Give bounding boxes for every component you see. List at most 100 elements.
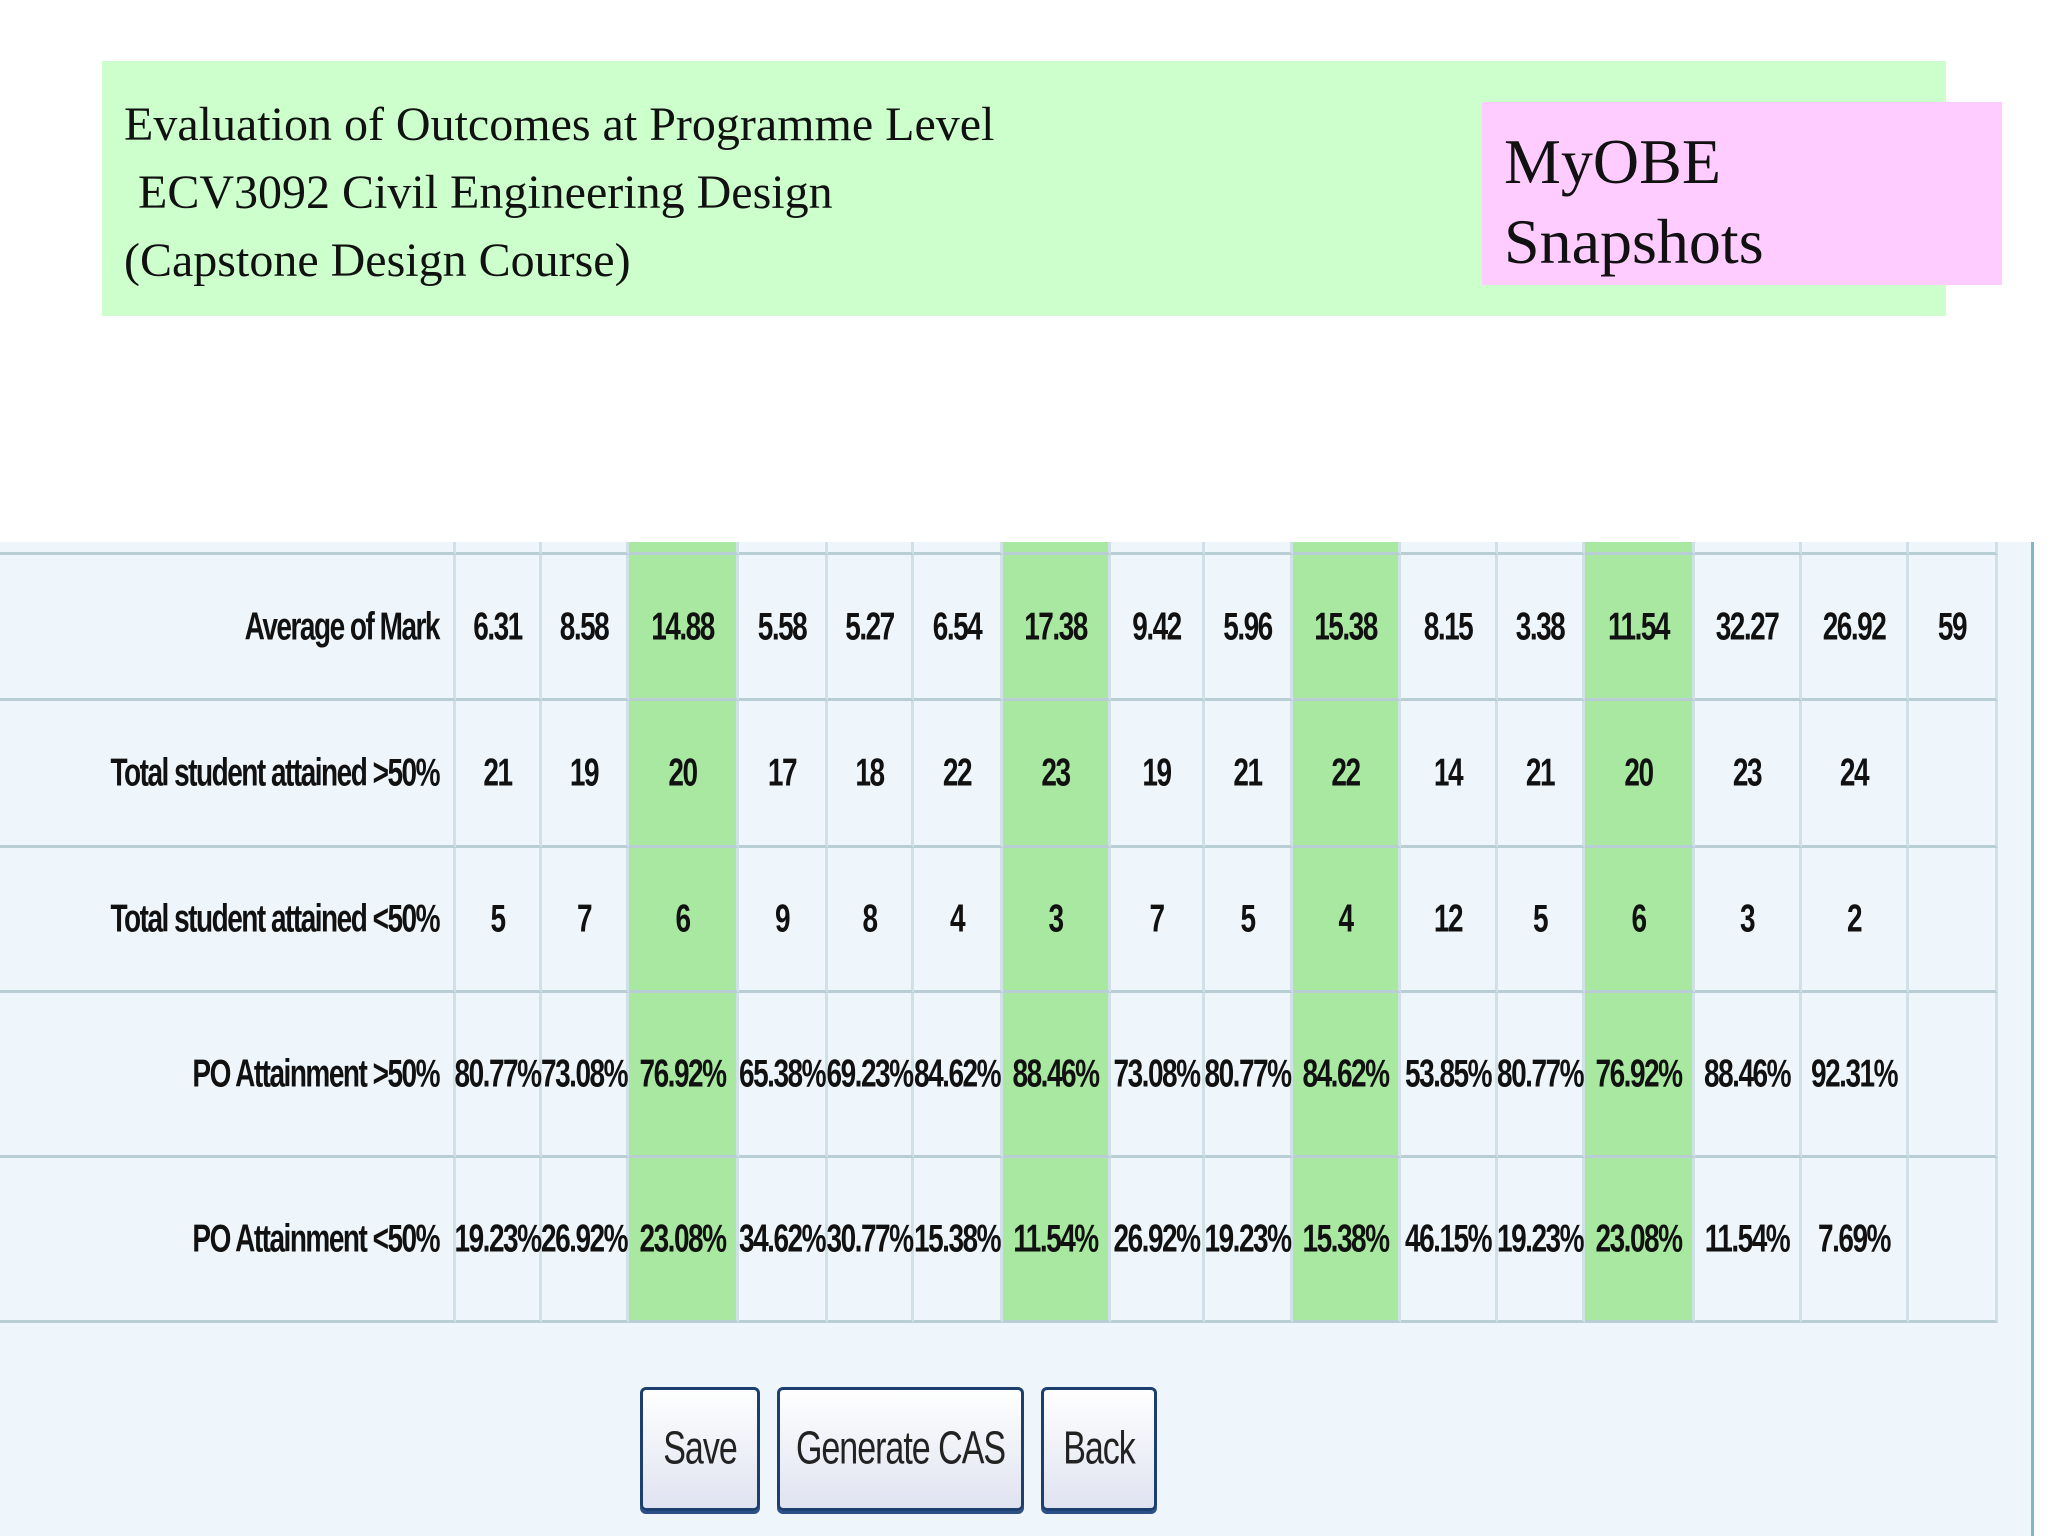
- cell: 19.23%: [1497, 1158, 1585, 1323]
- text: 34.62%: [739, 1216, 826, 1260]
- text: 18: [855, 750, 885, 794]
- cell: 21: [456, 701, 542, 848]
- cell: 3: [1695, 848, 1802, 993]
- cell: 2: [1802, 848, 1909, 993]
- cell: 32.27: [1695, 555, 1802, 701]
- text: 59: [1937, 604, 1968, 648]
- cell: [1695, 542, 1802, 555]
- text: Average of Mark: [244, 604, 441, 648]
- cell: 4: [914, 848, 1003, 993]
- button[interactable]: Generate CAS: [777, 1387, 1024, 1511]
- cell: 15.38%: [914, 1158, 1003, 1323]
- text: 73.08%: [541, 1051, 628, 1095]
- text: 8.58: [559, 604, 610, 648]
- cell: 21: [1205, 701, 1293, 848]
- cell: 3.38: [1498, 555, 1585, 701]
- text: 20: [1624, 750, 1654, 794]
- cell: [1802, 542, 1909, 555]
- cell: 73.08%: [1111, 993, 1205, 1158]
- cell: 9: [739, 848, 828, 993]
- cell: 14: [1401, 701, 1498, 848]
- text: 19.23%: [1204, 1216, 1292, 1260]
- cell: 19.23%: [455, 1158, 542, 1323]
- text: 11.54%: [1013, 1216, 1099, 1260]
- text: 19: [569, 750, 600, 794]
- cell: 23.08%: [629, 1158, 739, 1323]
- cell: [1003, 542, 1111, 555]
- badge: MyOBE Snapshots: [1482, 102, 2002, 285]
- text: 23.08%: [1595, 1216, 1683, 1260]
- text: 9.42: [1132, 604, 1182, 648]
- text: 6: [675, 896, 691, 940]
- text: 17: [767, 750, 798, 794]
- cell: 30.77%: [826, 1158, 914, 1323]
- cell: 3: [1003, 848, 1111, 993]
- text: Total student attained >50%: [110, 750, 441, 794]
- cell: [542, 542, 629, 555]
- text: PO Attainment <50%: [192, 1216, 440, 1260]
- text: 65.38%: [739, 1051, 826, 1095]
- text: 5.58: [757, 604, 808, 648]
- cell: 11.54%: [1695, 1158, 1802, 1323]
- title-line: Evaluation of Outcomes at Programme Leve…: [124, 91, 1946, 159]
- cell: [1909, 701, 1998, 848]
- text: 92.31%: [1811, 1051, 1898, 1095]
- text: 3: [1048, 896, 1064, 940]
- title-line: ECV3092 Civil Engineering Design: [124, 159, 1946, 227]
- text: Save: [663, 1422, 737, 1474]
- text: 14: [1433, 750, 1464, 794]
- cell: 6: [629, 848, 739, 993]
- text: 7.69%: [1818, 1216, 1891, 1260]
- text: 80.77%: [1204, 1051, 1292, 1095]
- cell: 26.92%: [1111, 1158, 1205, 1323]
- cell: 23.08%: [1585, 1158, 1695, 1323]
- text: 11.54: [1607, 604, 1671, 648]
- cell: 5: [1205, 848, 1293, 993]
- text: 80.77%: [1497, 1051, 1584, 1095]
- cell: 92.31%: [1802, 993, 1909, 1158]
- cell: 19: [542, 701, 629, 848]
- cell: 19.23%: [1205, 1158, 1293, 1323]
- text: 30.77%: [826, 1216, 914, 1260]
- cell: 59: [1909, 555, 1998, 701]
- cell: 21: [1498, 701, 1585, 848]
- text: Evaluation of Outcomes at Programme Leve…: [124, 98, 995, 151]
- text: 23: [1732, 750, 1763, 794]
- text: 6: [1631, 896, 1647, 940]
- cell: 20: [1585, 701, 1695, 848]
- button[interactable]: Back: [1041, 1387, 1157, 1511]
- cell: 26.92: [1802, 555, 1909, 701]
- cell: 9.42: [1111, 555, 1205, 701]
- row-label: Total student attained <50%: [0, 848, 456, 993]
- text: 15.38%: [914, 1216, 1001, 1260]
- cell: 18: [828, 701, 914, 848]
- cell: 8.15: [1401, 555, 1498, 701]
- cell: 24: [1802, 701, 1909, 848]
- cell: 46.15%: [1401, 1158, 1498, 1323]
- button[interactable]: Save: [640, 1387, 760, 1511]
- cell: 80.77%: [1497, 993, 1585, 1158]
- text: 84.62%: [914, 1051, 1001, 1095]
- cell: 23: [1003, 701, 1111, 848]
- cell: 7: [542, 848, 629, 993]
- text: 8: [862, 896, 878, 940]
- divider: [2031, 542, 2034, 1536]
- row-label: Average of Mark: [0, 555, 456, 701]
- text: 53.85%: [1405, 1051, 1492, 1095]
- cell: 17.38: [1003, 555, 1111, 701]
- cell: 26.92%: [541, 1158, 629, 1323]
- text: 73.08%: [1113, 1051, 1201, 1095]
- cell: [1498, 542, 1585, 555]
- cell: [1909, 993, 1998, 1158]
- cell: 7: [1111, 848, 1205, 993]
- text: 76.92%: [639, 1051, 727, 1095]
- cell: [1111, 542, 1205, 555]
- text: 6.31: [473, 604, 523, 648]
- cell: 4: [1293, 848, 1401, 993]
- text: 22: [942, 750, 973, 794]
- cell: [914, 542, 1003, 555]
- text: Generate CAS: [795, 1422, 1006, 1474]
- cell: 84.62%: [1293, 993, 1401, 1158]
- cell: [1293, 542, 1401, 555]
